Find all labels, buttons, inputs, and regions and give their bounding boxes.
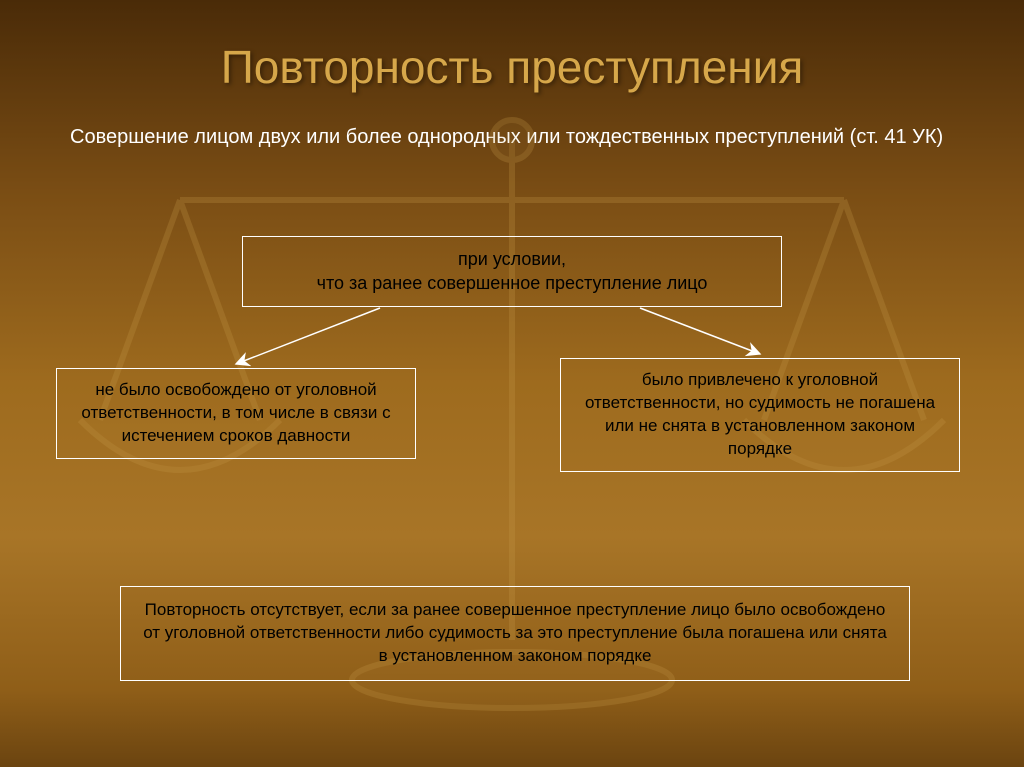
condition-line2: что за ранее совершенное преступление ли… <box>257 271 767 295</box>
right-branch-box: было привлечено к уголовной ответственно… <box>560 358 960 472</box>
exclusion-box: Повторность отсутствует, если за ранее с… <box>120 586 910 681</box>
condition-box: при условии, что за ранее совершенное пр… <box>242 236 782 307</box>
left-branch-box: не было освобождено от уголовной ответст… <box>56 368 416 459</box>
condition-line1: при условии, <box>257 247 767 271</box>
slide-title: Повторность преступления <box>0 0 1024 94</box>
arrow-right <box>640 308 760 354</box>
slide-subtitle: Совершение лицом двух или более однородн… <box>0 94 1024 151</box>
arrow-left <box>236 308 380 364</box>
